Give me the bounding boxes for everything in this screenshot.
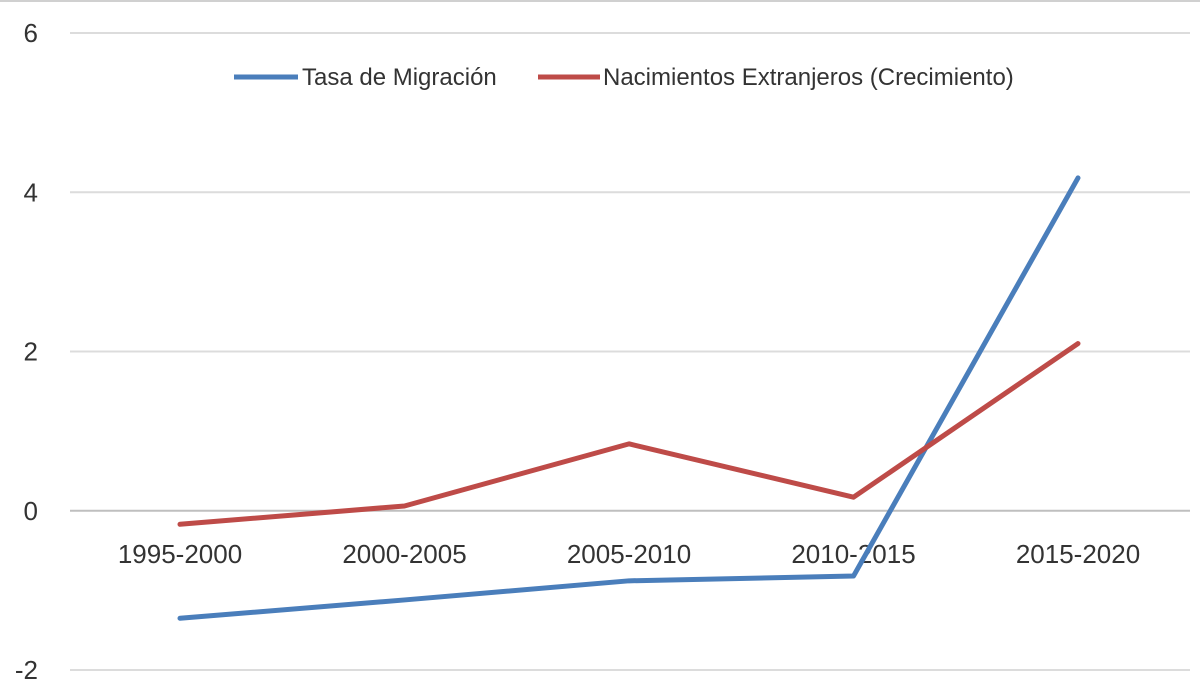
- y-tick-label: 6: [24, 18, 38, 48]
- y-tick-label: 4: [24, 177, 38, 207]
- series-line-1: [177, 341, 1081, 527]
- legend-label: Nacimientos Extranjeros (Crecimiento): [603, 64, 1014, 91]
- x-axis-ticks: 1995-2000 2000-2005 2005-2010 2010-2015 2015…: [118, 539, 1140, 569]
- y-tick-label: 0: [24, 496, 38, 526]
- series-lines: [177, 175, 1081, 621]
- legend-label: Tasa de Migración: [302, 64, 497, 91]
- x-tick-label: 2005-2010: [567, 539, 691, 569]
- y-tick-label: 2: [24, 337, 38, 367]
- x-tick-label: 2000-2005: [342, 539, 466, 569]
- gridlines: [0, 0, 1200, 671]
- x-tick-label: 1995-2000: [118, 539, 242, 569]
- y-axis-ticks: -2 0 2 4 6: [15, 18, 38, 685]
- y-tick-label: -2: [15, 655, 38, 685]
- x-tick-label: 2010-2015: [791, 539, 915, 569]
- x-tick-label: 2015-2020: [1016, 539, 1140, 569]
- legend: Tasa de Migración Nacimientos Extranjeros…: [234, 64, 1014, 91]
